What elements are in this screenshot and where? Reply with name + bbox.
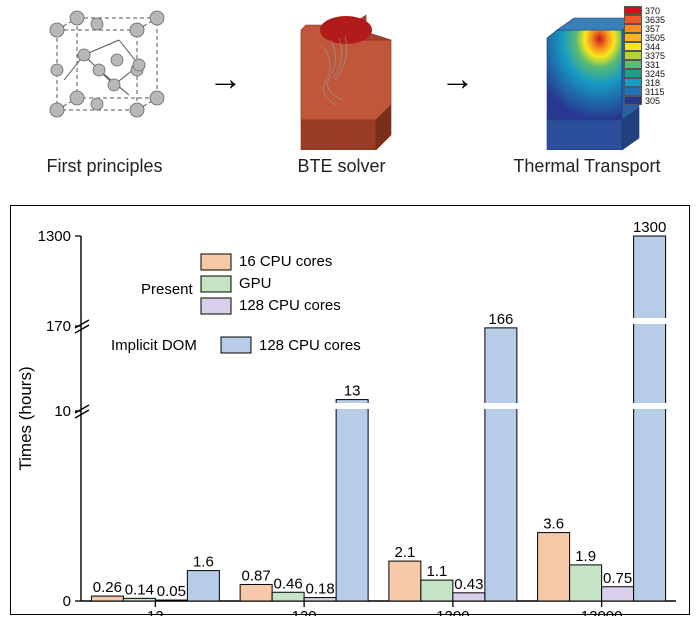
- panel-first-principles: First principles: [39, 10, 169, 177]
- bar-value: 0.05: [157, 583, 186, 600]
- legend-label: 128 CPU cores: [259, 337, 361, 354]
- bar-value: 2.1: [394, 544, 415, 561]
- panel1-label: First principles: [46, 156, 162, 177]
- bar-value: 1.6: [193, 554, 214, 571]
- workflow-row: First principles →: [0, 0, 700, 200]
- colorbar-swatch: [624, 51, 642, 60]
- legend-swatch: [221, 337, 251, 353]
- bar-value: 1.9: [575, 548, 596, 565]
- colorbar-swatch: [624, 96, 642, 105]
- colorbar-swatch: [624, 78, 642, 87]
- bar: [538, 533, 570, 601]
- panel3-label: Thermal Transport: [513, 156, 660, 177]
- legend-swatch: [201, 254, 231, 270]
- bar-value: 0.26: [93, 579, 122, 596]
- legend-label: 128 CPU cores: [239, 297, 341, 314]
- svg-text:10: 10: [54, 403, 71, 420]
- colorbar-swatch: [624, 42, 642, 51]
- arrow-1: →: [208, 60, 242, 99]
- bar-value: 0.18: [306, 581, 335, 598]
- bar: [453, 593, 485, 601]
- legend-label: GPU: [239, 275, 272, 292]
- colorbar-swatch: [624, 15, 642, 24]
- legend-swatch: [201, 298, 231, 314]
- arrow-2: →: [440, 60, 474, 99]
- bar: [336, 400, 368, 601]
- bar: [421, 580, 453, 601]
- svg-text:1300: 1300: [38, 228, 71, 245]
- colorbar-value: 305: [645, 96, 660, 106]
- bar-value: 3.6: [543, 516, 564, 533]
- bar: [389, 561, 421, 601]
- bar-value: 0.46: [274, 575, 303, 592]
- bar: [570, 565, 602, 601]
- legend-label: 16 CPU cores: [239, 253, 332, 270]
- svg-text:12000: 12000: [581, 608, 623, 616]
- colorbar-swatch: [624, 69, 642, 78]
- bar-value: 0.75: [603, 570, 632, 587]
- colorbar-swatch: [624, 24, 642, 33]
- colorbar-swatch: [624, 87, 642, 96]
- lattice-icon: [39, 10, 169, 150]
- bar: [155, 600, 187, 601]
- bar: [187, 571, 219, 601]
- bar: [634, 236, 666, 601]
- bar: [123, 598, 155, 601]
- bar-value: 1.1: [426, 563, 447, 580]
- svg-text:0: 0: [63, 593, 71, 610]
- svg-text:12: 12: [147, 608, 164, 616]
- svg-text:170: 170: [46, 318, 71, 335]
- bar: [304, 598, 336, 601]
- colorbar: 37036353573505344337533132453183115305: [624, 6, 694, 105]
- panel2-label: BTE solver: [297, 156, 385, 177]
- bar: [91, 596, 123, 601]
- svg-text:Times (hours): Times (hours): [16, 366, 35, 470]
- bar-value: 13: [344, 383, 361, 400]
- panel-bte: BTE solver: [281, 10, 401, 177]
- svg-text:1200: 1200: [436, 608, 469, 616]
- legend-implicit-label: Implicit DOM: [111, 337, 197, 354]
- bar-value: 166: [488, 311, 513, 328]
- bar-value: 1300: [633, 219, 666, 236]
- bar-chart: 0101701300Times (hours)Fin-Width (nm)120…: [10, 205, 690, 615]
- bar-value: 0.14: [125, 581, 154, 598]
- legend-swatch: [201, 276, 231, 292]
- legend-present-label: Present: [141, 281, 194, 298]
- bar: [272, 592, 304, 601]
- svg-text:120: 120: [292, 608, 317, 616]
- colorbar-swatch: [624, 60, 642, 69]
- bte-icon: [281, 10, 401, 150]
- bar: [485, 328, 517, 601]
- bar: [240, 584, 272, 601]
- colorbar-swatch: [624, 33, 642, 42]
- bar: [602, 587, 634, 601]
- bar-value: 0.87: [242, 567, 271, 584]
- colorbar-swatch: [624, 6, 642, 15]
- colorbar-row: 305: [624, 96, 660, 105]
- bar-value: 0.43: [454, 576, 483, 593]
